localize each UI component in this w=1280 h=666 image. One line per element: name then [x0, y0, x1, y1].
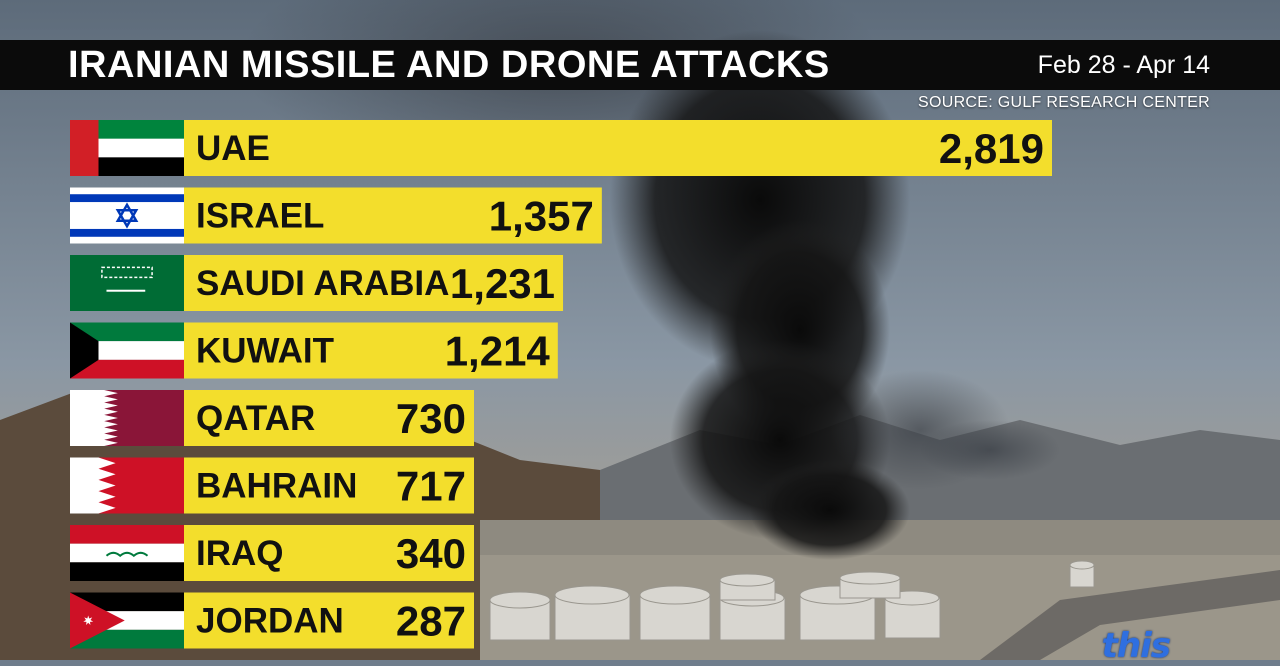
bar-jordan	[184, 592, 474, 649]
uae-flag-icon	[70, 120, 184, 176]
date-range: Feb 28 - Apr 14	[1037, 51, 1210, 79]
bar-category-label: QATAR	[196, 399, 315, 438]
bar-value-label: 287	[396, 598, 466, 645]
bar-value-label: 1,357	[489, 193, 594, 240]
bar-value-label: 1,231	[450, 260, 555, 307]
saudi-arabia-flag-icon	[70, 255, 184, 311]
kuwait-flag-icon	[70, 322, 184, 379]
bar-value-label: 1,214	[445, 328, 551, 375]
bar-category-label: BAHRAIN	[196, 467, 357, 506]
bar-category-label: JORDAN	[196, 602, 344, 641]
bar-israel	[184, 187, 602, 244]
bar-bahrain	[184, 457, 474, 514]
bar-iraq	[184, 525, 474, 581]
bar-value-label: 2,819	[939, 125, 1044, 172]
bar-qatar	[184, 390, 474, 446]
bar-value-label: 717	[396, 463, 466, 510]
source-credit: SOURCE: GULF RESEARCH CENTER	[918, 94, 1210, 111]
chart-title: IRANIAN MISSILE AND DRONE ATTACKS	[68, 44, 830, 86]
qatar-flag-icon	[70, 390, 184, 446]
bar-category-label: SAUDI ARABIA	[196, 264, 449, 303]
bar-kuwait	[184, 322, 558, 379]
network-logo: this	[1101, 626, 1171, 666]
bar-category-label: IRAQ	[196, 534, 284, 573]
jordan-flag-icon	[70, 592, 184, 649]
israel-flag-icon	[70, 187, 184, 244]
bahrain-flag-icon	[70, 457, 184, 514]
header-bar: IRANIAN MISSILE AND DRONE ATTACKS Feb 28…	[0, 40, 1280, 90]
bar-value-label: 340	[396, 530, 466, 577]
bar-category-label: KUWAIT	[196, 332, 334, 371]
bar-uae	[184, 120, 1052, 176]
iraq-flag-icon	[70, 525, 184, 581]
bar-category-label: ISRAEL	[196, 197, 324, 236]
bar-saudi-arabia	[184, 255, 564, 311]
bar-category-label: UAE	[196, 129, 270, 168]
bar-value-label: 730	[396, 395, 466, 442]
